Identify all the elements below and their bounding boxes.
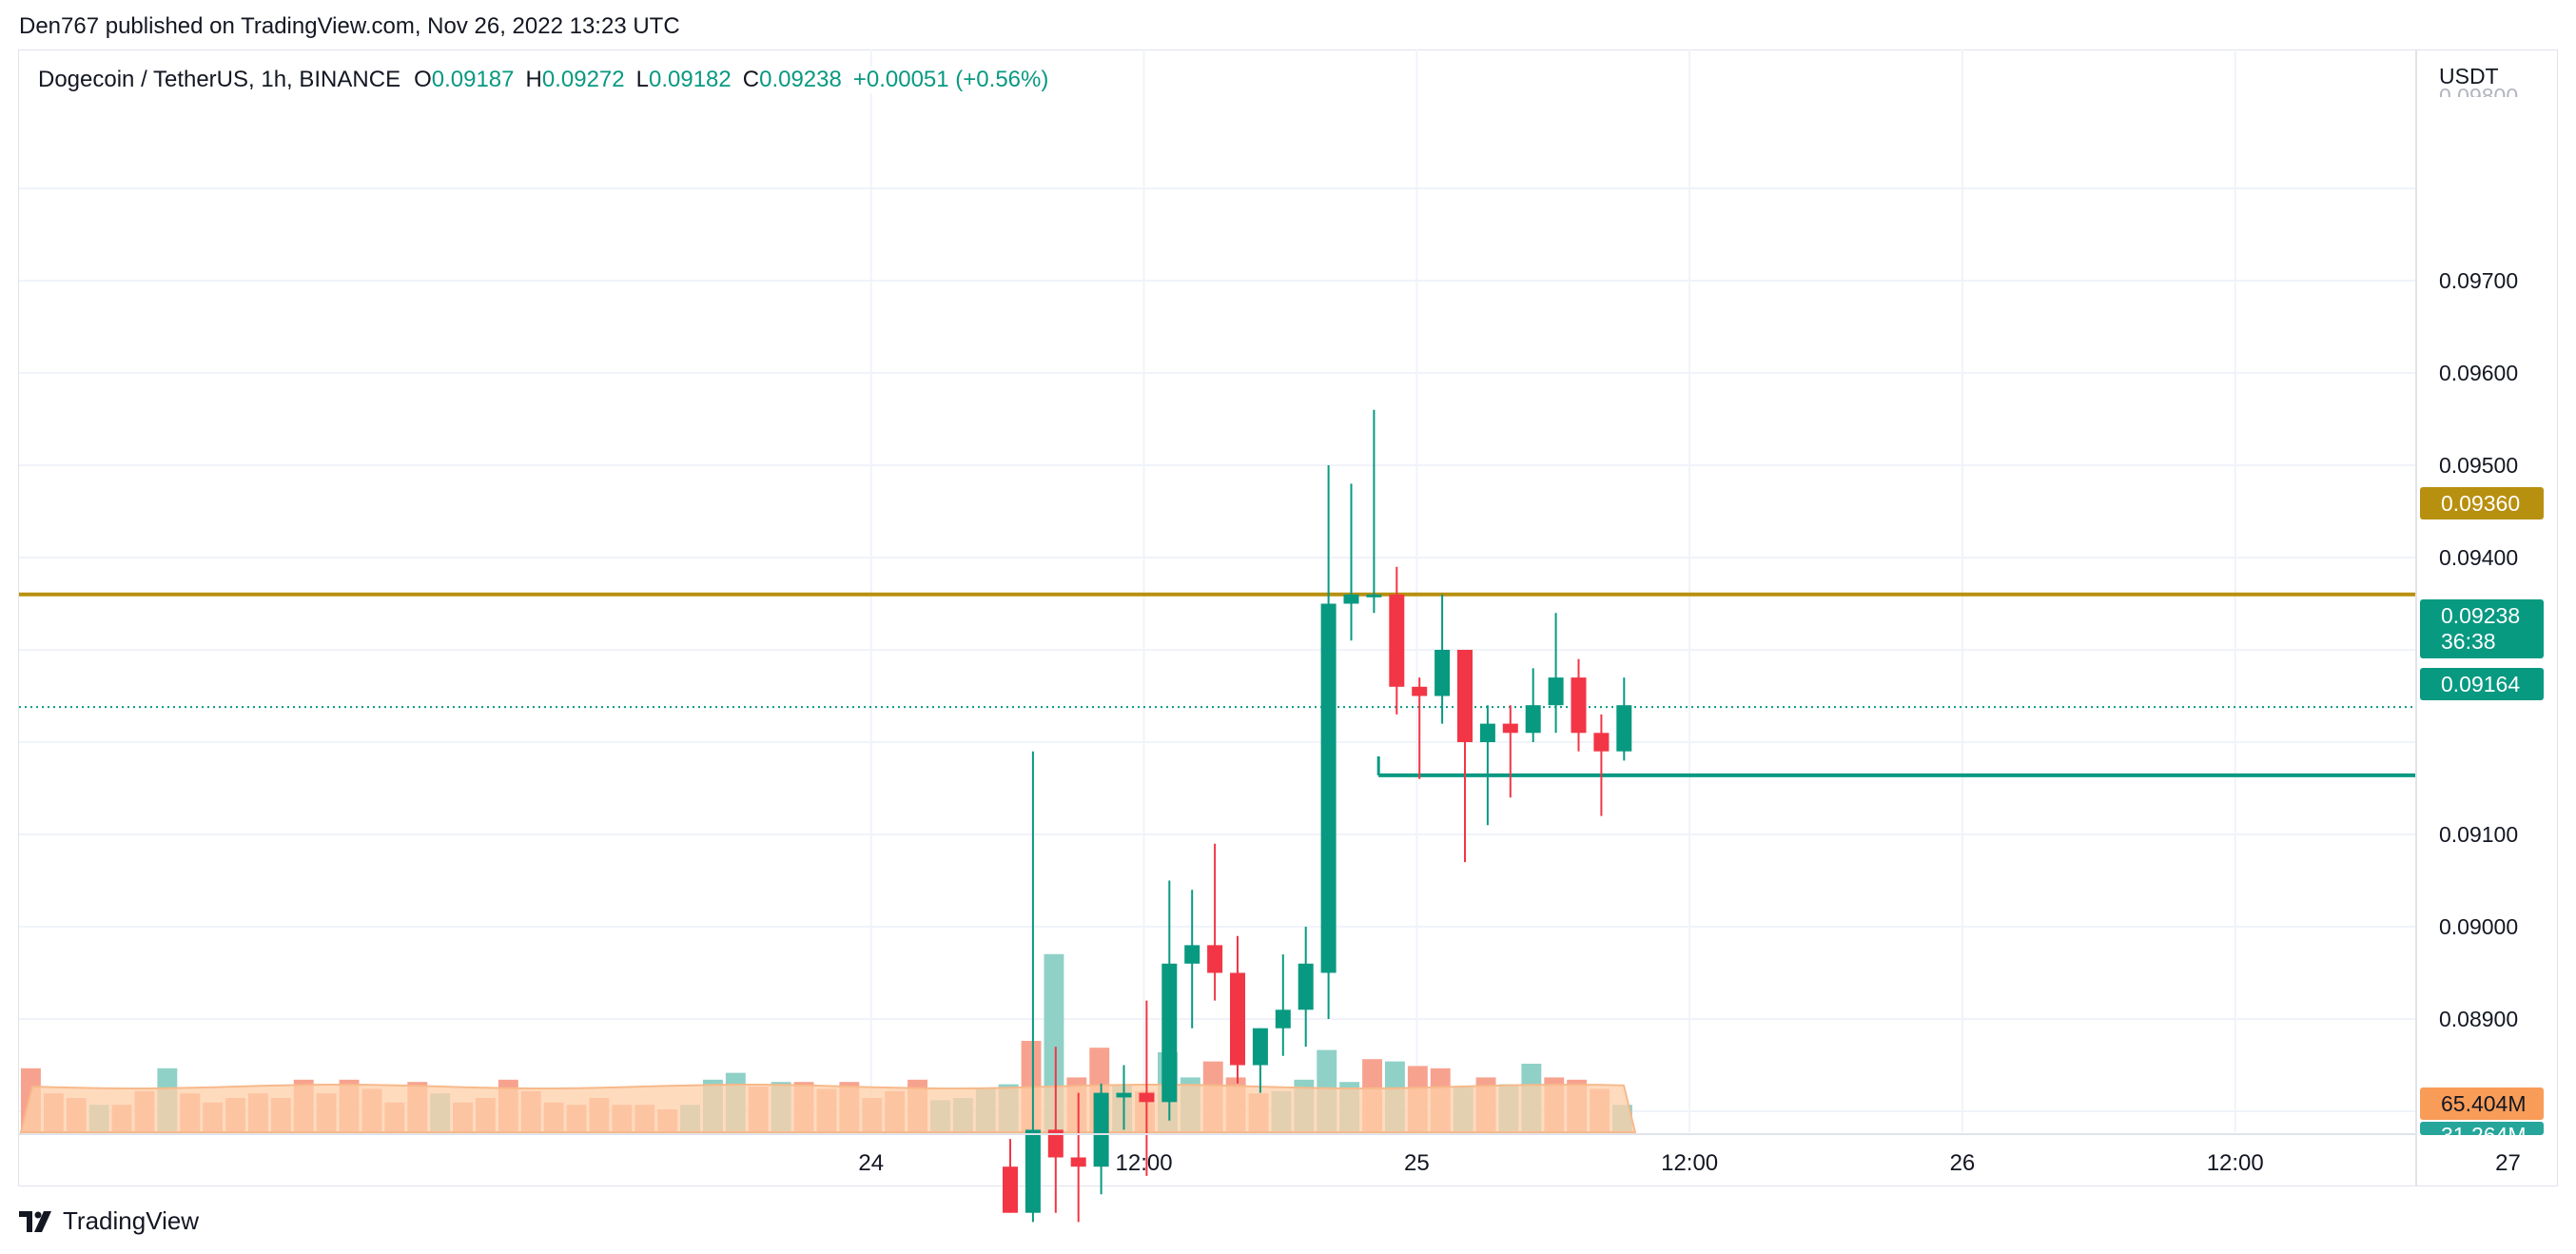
support-price-tag: 0.09164 [2420,668,2544,700]
price-tick-label: 0.09600 [2439,361,2518,385]
time-tick-label: 12:00 [1661,1150,1718,1176]
candle-body [1593,733,1610,752]
price-axis-ticks: 0.097000.096000.095000.094000.093000.091… [2439,84,2518,1124]
symbol-name: Dogecoin / TetherUS, 1h, BINANCE [38,67,401,92]
tradingview-logo-icon [19,1210,51,1232]
chart-frame [18,49,2558,1186]
candle-body [1366,594,1382,598]
volume-partial-tag: 31.264M [2420,1122,2544,1135]
candle-body [1412,686,1428,696]
price-tick-label: 0.09000 [2439,914,2518,939]
candle-body [1047,1129,1064,1158]
price-tick-label: 0.09500 [2439,453,2518,478]
price-tick-label: 0.08900 [2439,1007,2518,1031]
candles [1003,409,1632,1223]
candle-body [1139,1092,1155,1103]
candle-body [1525,705,1541,734]
open-value: 0.09187 [431,67,515,92]
candle-body [1343,594,1359,604]
close-label: C [742,67,760,92]
candle-body [1571,677,1587,734]
candle-body [1003,1166,1018,1213]
candle-body [1457,650,1473,742]
brand-name: TradingView [63,1206,200,1235]
time-tick-label: 24 [858,1150,884,1176]
low-value: 0.09182 [648,67,732,92]
resistance-price-tag: 0.09360 [2420,487,2544,519]
tradingview-brand[interactable]: TradingView [19,1206,199,1236]
open-label: O [414,67,432,92]
candle-body [1616,705,1632,752]
candle-body [1252,1028,1268,1066]
candle-body [1389,594,1405,687]
time-tick-label: 25 [1404,1150,1430,1176]
last-price-tag: 0.09238 36:38 [2420,599,2544,658]
candle-body [1320,603,1337,973]
candle-body [1434,650,1451,696]
horizontal-lines [19,592,2416,777]
candle-body [1502,723,1518,734]
volume-ma-band [19,1083,1637,1133]
publisher-line: Den767 published on TradingView.com, Nov… [19,13,680,39]
candle-body [1479,723,1495,742]
change-value: +0.00051 (+0.56%) [852,67,1049,92]
candle-body [1025,1129,1041,1213]
time-tick-label: 12:00 [1116,1150,1173,1176]
close-value: 0.09238 [759,67,842,92]
candle-body [1275,1009,1291,1029]
candle-body [1207,945,1223,973]
candle-body [1116,1092,1132,1098]
candle-body [1161,963,1178,1103]
price-tick-label: 0.09100 [2439,822,2518,847]
bar-countdown: 36:38 [2441,629,2496,654]
price-tick-label: 0.09700 [2439,268,2518,293]
time-tick-label: 26 [1950,1150,1976,1176]
low-label: L [635,67,649,92]
last-price-value: 0.09238 [2441,603,2521,628]
price-axis-unit: USDT [2439,64,2499,88]
price-tick-label-partial: 0.09800 [2439,84,2518,108]
candle-body [1093,1092,1109,1167]
time-tick-label: 27 [2495,1150,2521,1176]
candle-body [1070,1157,1086,1167]
time-tick-label: 12:00 [2207,1150,2264,1176]
high-value: 0.09272 [541,67,625,92]
candle-body [1230,972,1245,1066]
price-tick-label: 0.09400 [2439,545,2518,570]
high-label: H [525,67,542,92]
candle-body [1548,677,1564,706]
candle-body [1184,945,1200,964]
candle-body [1298,963,1314,1010]
volume-price-tag: 65.404M [2420,1087,2544,1120]
symbol-legend: Dogecoin / TetherUS, 1h, BINANCE O0.09187… [34,67,1053,93]
